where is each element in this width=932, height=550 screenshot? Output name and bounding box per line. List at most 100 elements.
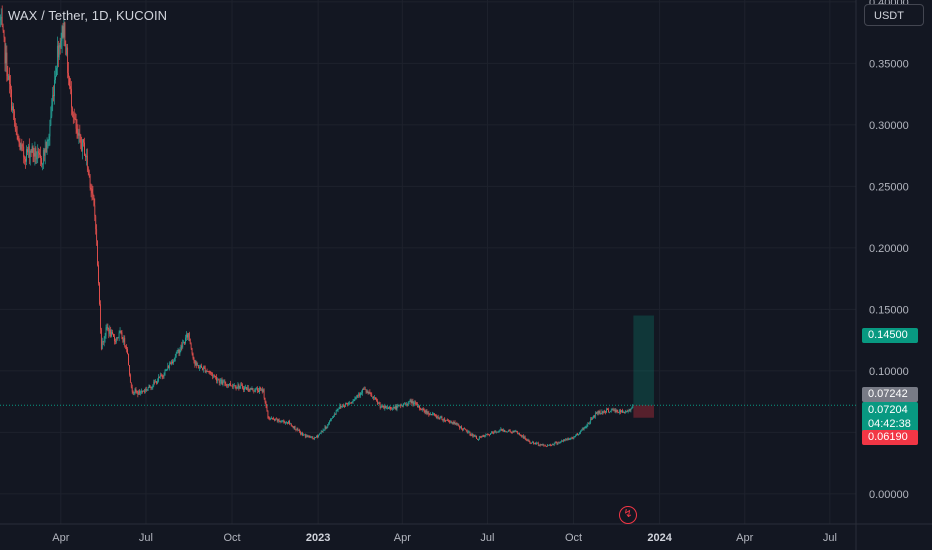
candle-body — [404, 403, 405, 405]
candle-body — [321, 431, 323, 433]
candle-body — [582, 428, 584, 430]
candle-body — [219, 380, 221, 383]
candle-body — [405, 404, 407, 406]
candle-body — [594, 415, 595, 417]
candle-body — [588, 422, 590, 424]
candle-body — [584, 427, 586, 428]
x-tick-label: Oct — [223, 532, 240, 544]
candle-body — [204, 368, 206, 373]
candle-body — [344, 406, 346, 408]
candle-body — [413, 403, 415, 405]
candle-body — [313, 438, 315, 439]
currency-button[interactable]: USDT — [864, 4, 924, 26]
candle-body — [523, 436, 525, 439]
candle-body — [67, 47, 69, 73]
candle-body — [402, 405, 404, 407]
candle-body — [100, 329, 102, 349]
candle-body — [250, 388, 252, 390]
x-tick-label: Oct — [565, 532, 582, 544]
symbol-title[interactable]: WAX / Tether, 1D, KUCOIN — [8, 8, 168, 23]
candle-body — [115, 337, 117, 342]
candle-body — [352, 401, 354, 403]
candle-body — [118, 332, 120, 338]
candle-body — [134, 389, 136, 393]
candle-body — [318, 434, 319, 437]
candle-body — [383, 406, 385, 409]
candle-body — [419, 405, 420, 409]
loss-zone[interactable] — [633, 405, 654, 418]
candle-body — [448, 420, 450, 423]
candle-body — [409, 400, 411, 402]
candle-body — [179, 350, 181, 354]
candle-body — [256, 388, 258, 390]
candle-body — [101, 341, 103, 349]
candle-body — [425, 410, 427, 413]
candle-body — [511, 432, 513, 434]
candle-body — [373, 396, 375, 398]
candle-body — [29, 151, 31, 158]
long-position-tool[interactable] — [633, 315, 654, 418]
candle-body — [420, 408, 422, 411]
candle-body — [181, 345, 183, 348]
candle-body — [556, 442, 558, 444]
candle-body — [442, 419, 444, 421]
candle-body — [441, 416, 443, 420]
candle-body — [379, 403, 381, 408]
candle-body — [289, 421, 290, 424]
candle-body — [86, 155, 88, 168]
candle-body — [622, 410, 623, 413]
y-tick-label: 0.20000 — [869, 243, 909, 255]
candle-body — [493, 431, 495, 433]
candle-body — [341, 406, 343, 408]
candle-body — [611, 409, 613, 411]
candle-body — [410, 400, 412, 404]
candle-body — [149, 385, 151, 388]
candle-body — [575, 435, 577, 437]
candle-body — [329, 420, 331, 423]
candle-body — [59, 45, 61, 48]
candle-body — [389, 406, 390, 409]
candle-body — [289, 423, 291, 425]
candle-body — [32, 146, 34, 154]
candle-body — [175, 353, 177, 357]
profit-zone[interactable] — [633, 315, 654, 406]
candle-body — [340, 405, 342, 408]
candle-body — [366, 391, 368, 393]
candle-body — [550, 444, 551, 446]
candle-body — [527, 439, 529, 441]
candle-body — [479, 436, 481, 438]
candle-body — [589, 422, 591, 424]
candle-body — [144, 389, 146, 392]
candle-body — [593, 415, 594, 418]
candle-body — [459, 425, 461, 429]
candle-body — [143, 390, 144, 392]
candle-body — [301, 433, 302, 435]
candle-body — [533, 442, 534, 444]
y-tick-label: 0.35000 — [869, 58, 909, 70]
x-tick-label: Apr — [736, 532, 753, 544]
candle-body — [213, 375, 215, 377]
candle-body — [570, 437, 572, 439]
candle-body — [569, 438, 571, 440]
candle-body — [201, 367, 203, 370]
candle-body — [24, 157, 26, 159]
candle-body — [64, 22, 66, 47]
time-axis[interactable]: Apr Jul Oct 2023 Apr Jul Oct 2024 Apr Jul — [52, 532, 837, 544]
candle-body — [572, 437, 574, 439]
candle-body — [243, 388, 244, 390]
candle-body — [229, 383, 230, 386]
candle-body — [273, 418, 274, 420]
lightning-icon[interactable]: ↯ — [619, 506, 637, 524]
previous-close-tag: 0.07242 — [862, 387, 918, 402]
candle-body — [278, 419, 280, 422]
candle-body — [0, 18, 1, 21]
candle-body — [415, 402, 417, 404]
candle-body — [521, 435, 522, 437]
candles — [0, 5, 634, 448]
candle-body — [378, 403, 380, 404]
candle-body — [608, 411, 610, 413]
candle-body — [163, 375, 165, 377]
candle-body — [7, 76, 9, 81]
